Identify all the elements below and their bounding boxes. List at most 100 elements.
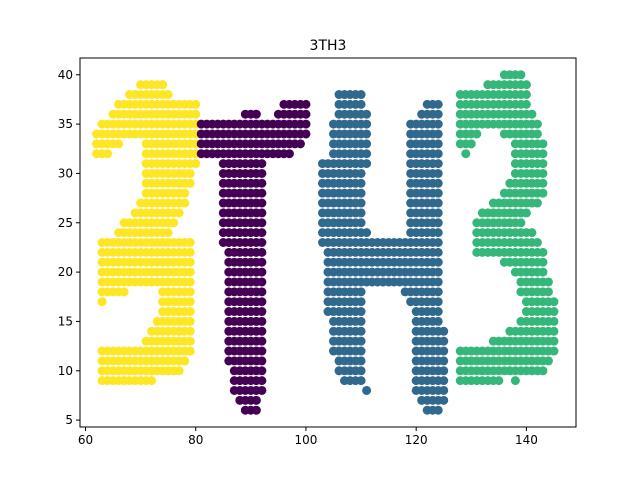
scatter-point [251,109,261,119]
scatter-point [185,316,195,326]
scatter-point [433,267,443,277]
scatter-point [356,168,366,178]
scatter-point [433,257,443,267]
scatter-point [185,257,195,267]
scatter-point [185,277,195,287]
scatter-point [257,376,267,386]
scatter-point [356,346,366,356]
x-tick-label: 80 [188,433,203,447]
y-tick-label: 5 [65,413,73,427]
x-tick-label: 60 [78,433,93,447]
scatter-point [257,307,267,317]
scatter-point [257,336,267,346]
scatter-point [257,178,267,188]
scatter-point [362,385,372,395]
scatter-point [433,198,443,208]
scatter-point [356,90,366,100]
x-tick-label: 100 [295,433,318,447]
scatter-point [169,218,179,228]
scatter-point [433,297,443,307]
scatter-point [433,99,443,109]
scatter-point [158,80,168,90]
y-tick-label: 35 [58,117,73,131]
scatter-point [185,336,195,346]
scatter-point [466,139,476,149]
scatter-point [356,376,366,386]
scatter-point [257,316,267,326]
scatter-point [538,366,548,376]
scatter-point [174,366,184,376]
y-tick-label: 10 [58,364,73,378]
scatter-point [549,316,559,326]
scatter-point [538,257,548,267]
scatter-point [257,159,267,169]
scatter-point [538,168,548,178]
scatter-point [163,90,173,100]
scatter-point [433,178,443,188]
scatter-point [433,109,443,119]
scatter-point [185,346,195,356]
scatter-point [97,297,107,307]
scatter-point [257,208,267,218]
scatter-point [532,198,542,208]
scatter-point [257,277,267,287]
scatter-point [257,168,267,178]
scatter-point [527,109,537,119]
scatter-point [185,178,195,188]
scatter-point [119,287,129,297]
scatter-point [356,356,366,366]
scatter-point [521,80,531,90]
scatter-point [301,129,311,139]
scatter-point [257,188,267,198]
scatter-point [257,228,267,238]
scatter-point [180,198,190,208]
scatter-point [257,326,267,336]
scatter-point [257,385,267,395]
data-points [92,70,559,415]
scatter-point [191,99,201,109]
scatter-point [433,228,443,238]
scatter-point [549,336,559,346]
scatter-point [439,336,449,346]
y-tick-label: 40 [58,68,73,82]
scatter-point [433,405,443,415]
scatter-point [433,168,443,178]
scatter-point [295,139,305,149]
scatter-point [257,346,267,356]
scatter-point [532,119,542,129]
scatter-point [543,356,553,366]
scatter-point [439,346,449,356]
scatter-point [433,119,443,129]
scatter-point [538,188,548,198]
scatter-point [185,326,195,336]
scatter-point [356,218,366,228]
scatter-point [538,149,548,159]
scatter-point [356,208,366,218]
scatter-point [356,287,366,297]
scatter-point [257,267,267,277]
scatter-point [180,188,190,198]
scatter-point [439,376,449,386]
scatter-point [185,307,195,317]
scatter-point [543,287,553,297]
scatter-point [257,297,267,307]
scatter-point [356,326,366,336]
scatter-point [284,149,294,159]
scatter-point [356,316,366,326]
scatter-point [301,109,311,119]
scatter-point [521,99,531,109]
scatter-point [510,376,520,386]
scatter-point [356,336,366,346]
scatter-point [191,159,201,169]
scatter-point [532,129,542,139]
scatter-point [257,366,267,376]
scatter-point [257,218,267,228]
scatter-point [362,129,372,139]
scatter-point [433,218,443,228]
scatter-point [527,228,537,238]
scatter-point [538,159,548,169]
scatter-point [251,405,261,415]
scatter-point [433,159,443,169]
scatter-point [549,346,559,356]
